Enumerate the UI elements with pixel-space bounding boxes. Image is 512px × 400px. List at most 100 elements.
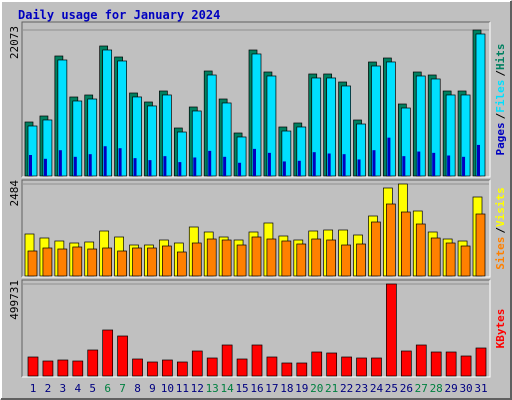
bar xyxy=(460,94,471,177)
bar xyxy=(27,125,38,177)
bar xyxy=(297,160,301,176)
bar xyxy=(147,247,157,277)
bar xyxy=(238,162,242,176)
x-tick-label: 4 xyxy=(74,382,81,395)
bar xyxy=(266,75,277,177)
bar xyxy=(117,60,127,177)
bar xyxy=(206,357,218,377)
bar xyxy=(42,119,53,177)
bar xyxy=(27,250,38,277)
x-tick-label: 24 xyxy=(370,382,384,395)
bar xyxy=(341,356,352,377)
bar xyxy=(371,221,381,277)
x-tick-label: 13 xyxy=(206,382,219,395)
legend: KBytes xyxy=(494,309,507,349)
bar xyxy=(103,146,107,176)
x-tick-label: 7 xyxy=(119,382,126,395)
legend-entry: Sites xyxy=(494,237,507,270)
bar xyxy=(133,158,137,176)
bar xyxy=(462,156,466,176)
x-tick-label: 25 xyxy=(385,382,398,395)
legend-separator: / xyxy=(494,227,507,234)
bar xyxy=(432,152,436,176)
bar xyxy=(148,160,152,176)
bar xyxy=(445,351,457,377)
bar xyxy=(415,223,426,277)
bar xyxy=(251,236,262,277)
bar xyxy=(326,239,337,277)
x-tick-label: 26 xyxy=(400,382,413,395)
legend-entry: Pages xyxy=(494,122,507,155)
bar xyxy=(296,243,307,277)
bar xyxy=(402,156,406,176)
x-tick-label: 29 xyxy=(445,382,458,395)
bar xyxy=(236,358,248,377)
y-tick-label: 22073 xyxy=(8,26,21,59)
x-tick-label: 21 xyxy=(325,382,338,395)
bar xyxy=(42,360,54,377)
bar xyxy=(102,247,113,277)
bar xyxy=(162,359,173,377)
bar xyxy=(72,360,84,377)
bar xyxy=(312,152,316,176)
panel-bevel-light xyxy=(22,280,491,378)
bar xyxy=(460,245,471,277)
bar xyxy=(58,150,62,176)
bar xyxy=(266,238,277,277)
x-tick-label: 15 xyxy=(235,382,248,395)
bar xyxy=(447,155,451,176)
bar xyxy=(236,136,247,177)
bar xyxy=(342,154,346,176)
legend-entry: KBytes xyxy=(494,309,507,349)
bar xyxy=(386,61,396,177)
bar xyxy=(341,85,351,177)
bar xyxy=(281,130,292,177)
bar xyxy=(430,351,442,377)
bar xyxy=(400,107,411,177)
bar xyxy=(281,240,292,277)
bar xyxy=(445,94,456,177)
bar xyxy=(430,237,441,277)
legend: Sites /Visits xyxy=(494,187,507,270)
x-tick-label: 3 xyxy=(60,382,67,395)
panel-bevel-dark xyxy=(21,279,490,377)
bar xyxy=(326,77,337,177)
bar xyxy=(87,248,98,277)
bar xyxy=(162,94,172,177)
bar xyxy=(296,126,307,177)
bar xyxy=(326,352,338,377)
legend-separator: / xyxy=(494,112,507,119)
x-tick-label: 22 xyxy=(340,382,353,395)
bar xyxy=(88,154,92,176)
x-tick-label: 18 xyxy=(280,382,293,395)
bar xyxy=(341,244,351,277)
x-tick-label: 23 xyxy=(355,382,368,395)
bar xyxy=(415,75,426,177)
x-tick-label: 6 xyxy=(104,382,111,395)
x-tick-label: 12 xyxy=(191,382,204,395)
bar xyxy=(460,355,472,377)
bar xyxy=(176,131,187,177)
bar xyxy=(253,148,256,176)
bar xyxy=(147,105,157,177)
bar xyxy=(132,358,143,377)
bar xyxy=(223,156,227,176)
bar xyxy=(206,238,217,277)
bar xyxy=(477,144,480,176)
x-tick-label: 17 xyxy=(265,382,278,395)
bar xyxy=(371,357,382,377)
bar xyxy=(371,65,381,177)
bar xyxy=(57,59,68,177)
bar xyxy=(251,53,262,177)
y-tick-label: 499731 xyxy=(8,280,21,320)
x-tick-label: 11 xyxy=(176,382,189,395)
bar xyxy=(417,151,421,176)
bar xyxy=(430,78,441,177)
x-tick-label: 10 xyxy=(161,382,174,395)
bar xyxy=(311,77,322,177)
bar xyxy=(311,351,323,377)
bar xyxy=(176,361,188,377)
x-tick-label: 9 xyxy=(149,382,156,395)
